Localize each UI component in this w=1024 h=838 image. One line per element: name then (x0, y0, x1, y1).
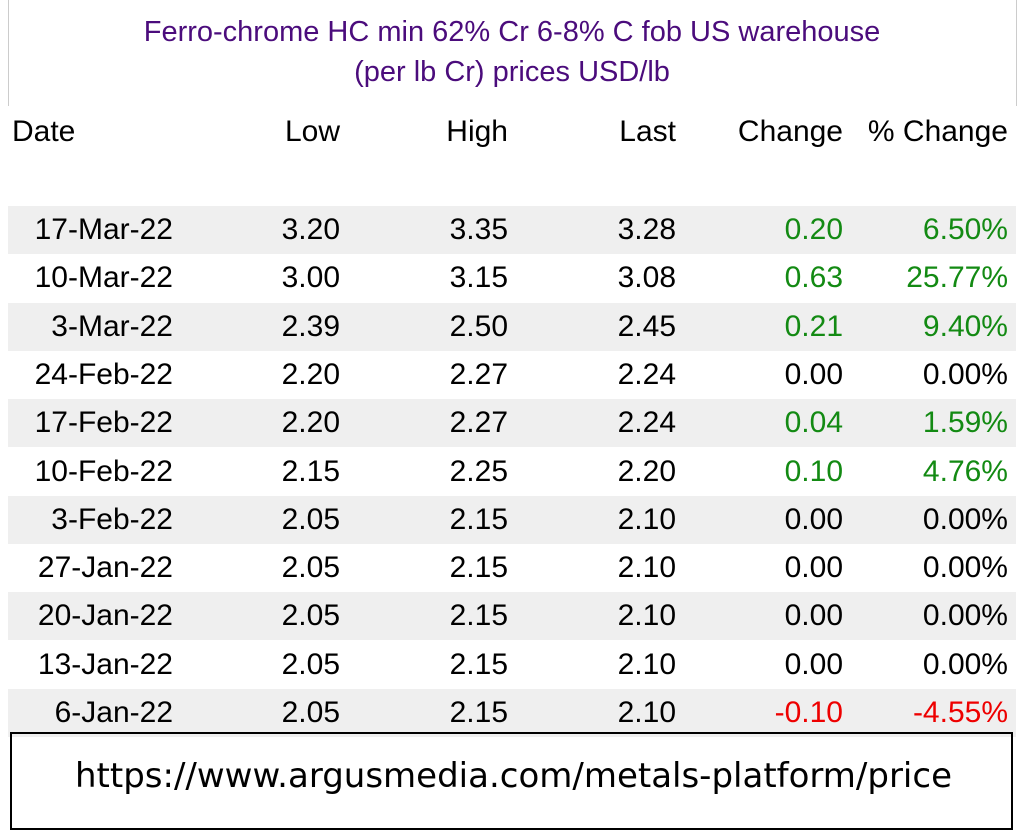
value-cell: 2.27 (449, 357, 508, 391)
value-cell: 3.08 (617, 261, 676, 295)
date-cell: 24-Feb-22 (34, 357, 173, 391)
value-cell: 2.45 (617, 309, 676, 343)
date-cell: 3-Mar-22 (51, 309, 173, 343)
value-cell: 2.15 (449, 647, 508, 681)
value-cell: 2.05 (281, 599, 340, 633)
value-cell: 3.28 (617, 213, 676, 246)
column-header: Low (284, 115, 340, 148)
value-cell: 0.00 (784, 357, 843, 391)
date-cell: 27-Jan-22 (37, 551, 173, 585)
row-band (8, 689, 1016, 737)
value-cell: 0.00% (922, 357, 1008, 391)
value-cell: 0.63 (784, 261, 843, 295)
title-border-right (1016, 0, 1017, 106)
value-cell: 0.00 (784, 599, 843, 633)
row-band (8, 592, 1016, 641)
date-cell: 10-Mar-22 (34, 261, 173, 295)
value-cell: 2.15 (449, 599, 508, 633)
value-cell: 4.76% (922, 454, 1008, 488)
value-cell: 2.05 (281, 551, 340, 585)
title-border-left (8, 0, 9, 106)
value-cell: 2.15 (281, 454, 340, 488)
value-cell: 2.24 (617, 406, 676, 440)
row-band (8, 399, 1016, 448)
value-cell: 2.24 (617, 357, 676, 391)
value-cell: 0.21 (784, 309, 843, 343)
value-cell: 2.27 (449, 406, 508, 440)
value-cell: 3.15 (449, 261, 508, 295)
value-cell: 3.35 (449, 213, 508, 246)
value-cell: 2.10 (617, 647, 676, 681)
date-cell: 3-Feb-22 (51, 502, 173, 536)
value-cell: -0.10 (774, 696, 843, 729)
row-band (8, 302, 1016, 351)
value-cell: 9.40% (922, 309, 1008, 343)
date-cell: 13-Jan-22 (37, 647, 173, 681)
value-cell: 2.05 (281, 502, 340, 536)
date-cell: 6-Jan-22 (54, 696, 173, 729)
column-header: High (446, 115, 508, 148)
value-cell: 0.00 (784, 647, 843, 681)
date-cell: 20-Jan-22 (37, 599, 173, 633)
value-cell: 2.15 (449, 502, 508, 536)
value-cell: 2.20 (617, 454, 676, 488)
value-cell: 2.10 (617, 502, 676, 536)
row-band (8, 206, 1016, 254)
value-cell: 2.39 (281, 309, 340, 343)
value-cell: 0.10 (784, 454, 843, 488)
column-header: Date (12, 115, 76, 148)
value-cell: -4.55% (912, 696, 1008, 729)
value-cell: 0.00% (922, 551, 1008, 585)
column-header: Last (619, 115, 676, 148)
row-band (8, 495, 1016, 544)
source-url: https://www.argusmedia.com/metals-platfo… (75, 756, 952, 796)
value-cell: 2.10 (617, 696, 676, 729)
value-cell: 0.00% (922, 599, 1008, 633)
footer-box: https://www.argusmedia.com/metals-platfo… (10, 732, 1013, 830)
value-cell: 2.05 (281, 696, 340, 729)
value-cell: 2.15 (449, 696, 508, 729)
column-header: Change (737, 115, 843, 148)
value-cell: 2.10 (617, 599, 676, 633)
value-cell: 3.00 (281, 261, 340, 295)
date-cell: 17-Feb-22 (34, 406, 173, 440)
value-cell: 2.15 (449, 551, 508, 585)
value-cell: 2.05 (281, 647, 340, 681)
value-cell: 0.00% (922, 647, 1008, 681)
value-cell: 6.50% (922, 213, 1008, 246)
value-cell: 2.20 (281, 357, 340, 391)
column-header: % Change (867, 115, 1008, 148)
value-cell: 2.25 (449, 454, 508, 488)
value-cell: 2.50 (449, 309, 508, 343)
value-cell: 0.04 (784, 406, 843, 440)
value-cell: 0.00 (784, 502, 843, 536)
title-line: (per lb Cr) prices USD/lb (354, 56, 670, 88)
value-cell: 25.77% (906, 261, 1008, 295)
value-cell: 0.00% (922, 502, 1008, 536)
title-line: Ferro-chrome HC min 62% Cr 6-8% C fob US… (143, 16, 881, 48)
value-cell: 1.59% (922, 406, 1008, 440)
value-cell: 0.00 (784, 551, 843, 585)
date-cell: 17-Mar-22 (34, 213, 173, 246)
value-cell: 0.20 (784, 213, 843, 246)
value-cell: 3.20 (281, 213, 340, 246)
value-cell: 2.10 (617, 551, 676, 585)
value-cell: 2.20 (281, 406, 340, 440)
date-cell: 10-Feb-22 (34, 454, 173, 488)
